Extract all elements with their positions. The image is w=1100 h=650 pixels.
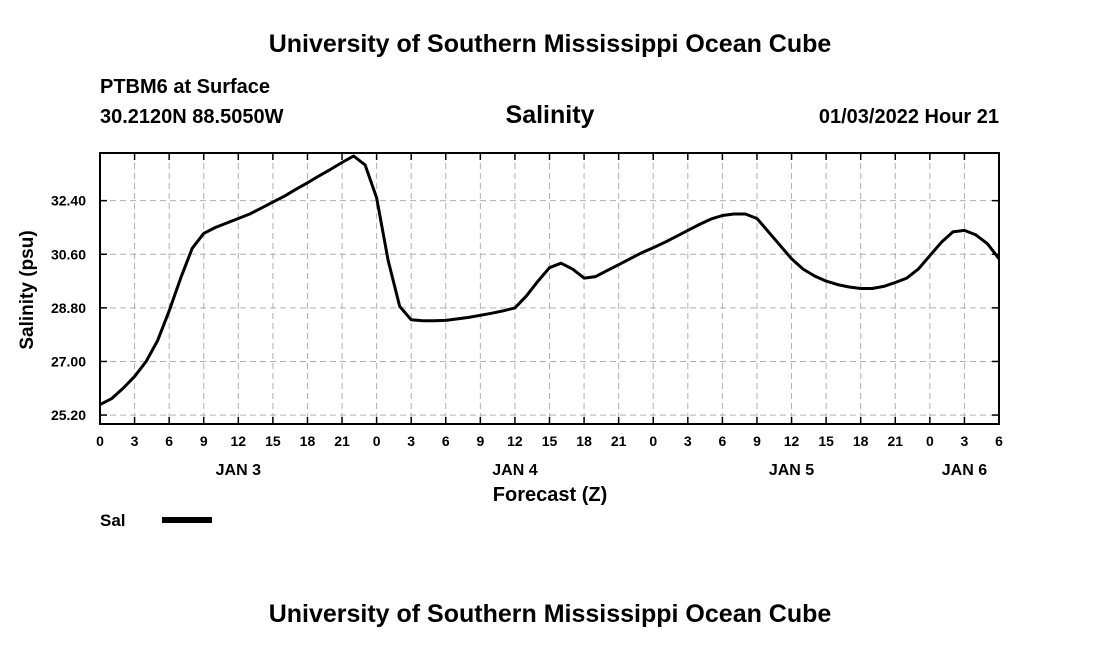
x-tick-label: 0: [926, 433, 934, 449]
x-tick-label: 15: [818, 433, 834, 449]
x-tick-label: 3: [131, 433, 139, 449]
x-tick-label: 3: [684, 433, 692, 449]
x-tick-label: 6: [442, 433, 450, 449]
x-tick-label: 12: [231, 433, 247, 449]
x-tick-label: 9: [753, 433, 761, 449]
day-label: JAN 6: [942, 462, 987, 479]
x-tick-label: 21: [334, 433, 350, 449]
plot-frame: [99, 152, 1000, 425]
y-tick-label: 25.20: [51, 407, 86, 423]
x-axis-label: Forecast (Z): [493, 484, 607, 506]
series-line-sal: [99, 154, 1001, 406]
x-tick-label: 18: [300, 433, 316, 449]
x-tick-label: 18: [853, 433, 869, 449]
y-tick-label: 30.60: [51, 246, 86, 262]
x-tick-label: 15: [542, 433, 558, 449]
x-tick-label: 6: [165, 433, 173, 449]
x-tick-label: 0: [96, 433, 104, 449]
x-axis: 0 3 6 9 12 15 18 21 0 3 6 9 12 15 18 21 0 3 6 9 12 15 18 21 0 3 6J…: [96, 153, 1003, 479]
x-tick-label: 3: [407, 433, 415, 449]
x-tick-label: 6: [718, 433, 726, 449]
legend-label: Sal: [100, 511, 126, 530]
x-tick-label: 3: [961, 433, 969, 449]
grid-lines: [100, 153, 999, 424]
x-tick-label: 21: [611, 433, 627, 449]
x-tick-label: 9: [200, 433, 208, 449]
y-axis-label: Salinity (psu): [17, 230, 38, 349]
x-tick-label: 18: [576, 433, 592, 449]
x-tick-label: 0: [649, 433, 657, 449]
x-tick-label: 0: [373, 433, 381, 449]
x-tick-label: 12: [784, 433, 800, 449]
y-axis: 25.20 27.00 28.80 30.60 32.40: [51, 193, 999, 423]
y-tick-label: 27.00: [51, 353, 86, 369]
day-label: JAN 4: [492, 462, 537, 479]
location-label: 30.2120N 88.5050W: [100, 106, 284, 128]
y-tick-label: 28.80: [51, 300, 86, 316]
chart-title-top: University of Southern Mississippi Ocean…: [268, 30, 832, 58]
chart-title-bottom: University of Southern Mississippi Ocean…: [268, 600, 832, 628]
x-tick-label: 15: [265, 433, 281, 449]
day-label: JAN 3: [216, 462, 261, 479]
x-tick-label: 21: [887, 433, 903, 449]
day-label: JAN 5: [769, 462, 814, 479]
x-tick-label: 6: [995, 433, 1003, 449]
station-label: PTBM6 at Surface: [100, 76, 271, 98]
datetime-label: 01/03/2022 Hour 21: [818, 106, 999, 128]
x-tick-label: 9: [476, 433, 484, 449]
y-tick-label: 32.40: [51, 193, 86, 209]
x-tick-label: 12: [507, 433, 523, 449]
variable-label: Salinity: [505, 101, 595, 129]
